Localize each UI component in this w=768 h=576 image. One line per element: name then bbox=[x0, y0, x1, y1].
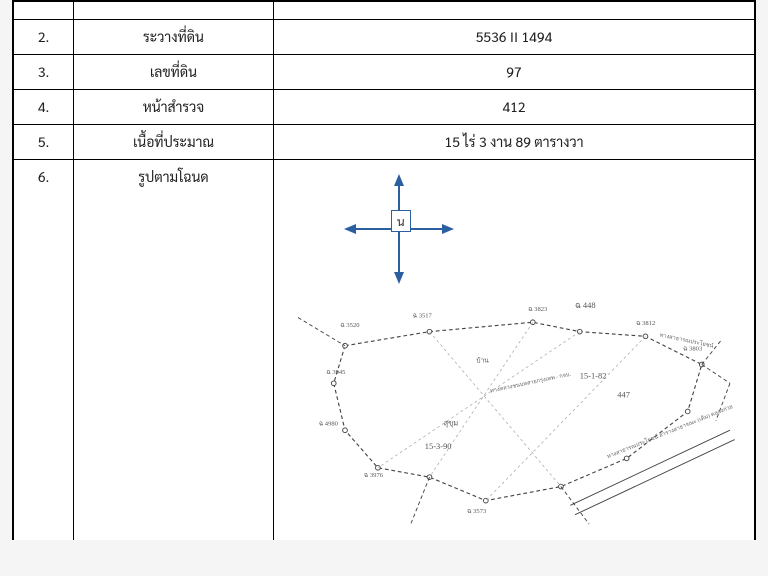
row-num: 5. bbox=[14, 125, 74, 160]
svg-text:ฉ 3823: ฉ 3823 bbox=[528, 306, 548, 313]
row-num: 3. bbox=[14, 55, 74, 90]
row-value: 97 bbox=[274, 55, 755, 90]
diagram-cell: น ฉ 3520ฉ 3517ฉ 3823ฉ 448ฉ 3812ฉ 3803ฉ 3… bbox=[274, 160, 755, 540]
svg-text:ฉ 3573: ฉ 3573 bbox=[467, 508, 487, 515]
svg-text:ฉ 3976: ฉ 3976 bbox=[364, 472, 384, 479]
svg-text:สุขุม: สุขุม bbox=[444, 419, 459, 428]
table-row: 3. เลขที่ดิน 97 bbox=[14, 55, 755, 90]
svg-text:ฉ 3812: ฉ 3812 bbox=[636, 320, 655, 327]
svg-text:15-1-82: 15-1-82 bbox=[580, 371, 607, 381]
svg-text:ทางสาธารณประโยชน์ ลำรางสาธารณะ: ทางสาธารณประโยชน์ ลำรางสาธารณะ (เดิม) คล… bbox=[606, 402, 734, 460]
svg-text:ฉ 4980: ฉ 4980 bbox=[319, 421, 339, 428]
table-row: 5. เนื้อที่ประมาณ 15 ไร่ 3 งาน 89 ตารางว… bbox=[14, 125, 755, 160]
svg-text:ฉ 3520: ฉ 3520 bbox=[340, 322, 360, 329]
row-label: รูปตามโฉนด bbox=[74, 160, 274, 540]
row-num: 4. bbox=[14, 90, 74, 125]
table-row: 4. หน้าสำรวจ 412 bbox=[14, 90, 755, 125]
row-value: 412 bbox=[274, 90, 755, 125]
row-value: 15 ไร่ 3 งาน 89 ตารางวา bbox=[274, 125, 755, 160]
row-num: 6. bbox=[14, 160, 74, 540]
svg-text:15-3-90: 15-3-90 bbox=[425, 441, 452, 451]
row-label: ระวางที่ดิน bbox=[74, 20, 274, 55]
row-value: 5536 II 1494 bbox=[274, 20, 755, 55]
table-row: 2. ระวางที่ดิน 5536 II 1494 bbox=[14, 20, 755, 55]
row-label: เนื้อที่ประมาณ bbox=[74, 125, 274, 160]
svg-text:บ้าน: บ้าน bbox=[476, 357, 489, 365]
svg-text:ฉ 3945: ฉ 3945 bbox=[326, 369, 346, 376]
row-label: เลขที่ดิน bbox=[74, 55, 274, 90]
svg-text:ทางหลวงชนบทสายกรุงเทพ - กจบ.: ทางหลวงชนบทสายกรุงเทพ - กจบ. bbox=[489, 371, 572, 395]
document-page: 2. ระวางที่ดิน 5536 II 1494 3. เลขที่ดิน… bbox=[12, 0, 756, 540]
row-num: 2. bbox=[14, 20, 74, 55]
land-data-table: 2. ระวางที่ดิน 5536 II 1494 3. เลขที่ดิน… bbox=[13, 1, 755, 540]
table-row-diagram: 6. รูปตามโฉนด น ฉ 3520ฉ 3517ฉ 3823ฉ 448ฉ bbox=[14, 160, 755, 540]
header-cell-value bbox=[274, 2, 755, 20]
svg-text:ฉ 3517: ฉ 3517 bbox=[413, 313, 433, 320]
svg-text:447: 447 bbox=[617, 389, 630, 399]
table-header-spacer bbox=[14, 2, 755, 20]
header-cell-label bbox=[74, 2, 274, 20]
header-cell-num bbox=[14, 2, 74, 20]
svg-text:ฉ 448: ฉ 448 bbox=[575, 300, 596, 310]
compass-north-label: น bbox=[391, 210, 411, 232]
land-plot-map: ฉ 3520ฉ 3517ฉ 3823ฉ 448ฉ 3812ฉ 3803ฉ 394… bbox=[280, 280, 748, 534]
row-label: หน้าสำรวจ bbox=[74, 90, 274, 125]
